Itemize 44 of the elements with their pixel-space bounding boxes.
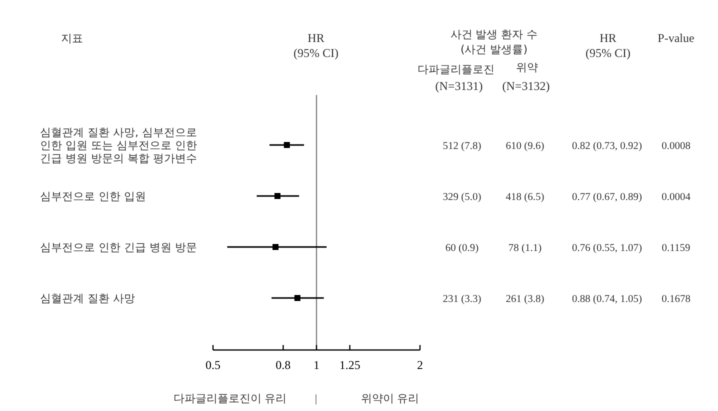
x-tick-label: 1	[314, 358, 320, 372]
text: 60 (0.9)	[445, 243, 480, 254]
data-label: 0.76 (0.55, 1.07)	[572, 243, 642, 254]
point	[294, 295, 300, 301]
x-tick-label: 0.5	[206, 358, 220, 372]
text: 위약	[516, 61, 538, 74]
text: (사건 발생률)	[460, 43, 528, 56]
text: 다파글리플로진이 유리	[173, 392, 287, 405]
point	[284, 142, 290, 148]
text: 0.0008	[662, 141, 690, 152]
text: (N=3132)	[502, 79, 550, 93]
text: HR	[308, 31, 324, 45]
text: 78 (1.1)	[508, 243, 542, 254]
text: 610 (9.6)	[506, 141, 545, 152]
text: 0.1678	[662, 294, 690, 305]
y-tick-label: 심혈관계 질환 사망	[40, 292, 135, 305]
y-tick-label: 심혈관계 질환 사망, 심부전으로 인한 입원 또는 심부전으로 인한 긴급 병원 방문의 복합 평가변수	[40, 126, 197, 165]
x-tick-label: 0.8	[276, 358, 291, 372]
text: 512 (7.8)	[442, 141, 482, 152]
y-tick-label: 심부전으로 인한 긴급 병원 방문	[40, 241, 197, 254]
data-label: 0.77 (0.67, 0.89)	[572, 192, 642, 203]
data-label: 0.88 (0.74, 1.05)	[572, 294, 642, 305]
y-tick-label: 심부전으로 인한 입원	[40, 190, 146, 203]
data-label: 0.82 (0.73, 0.92)	[572, 141, 642, 152]
point	[274, 193, 280, 199]
text: 261 (3.8)	[506, 294, 545, 305]
y-axis-title: 지표	[61, 32, 83, 45]
text: (95% CI)	[586, 46, 630, 60]
x-tick-label: 2	[417, 358, 423, 372]
text: P-value	[658, 31, 694, 45]
text: 231 (3.3)	[442, 294, 482, 305]
text: 0.0004	[662, 192, 692, 203]
text: 329 (5.0)	[442, 192, 482, 203]
text: 다파글리플로진	[418, 63, 494, 76]
x-tick-label: 1.25	[339, 358, 360, 372]
text: HR	[600, 31, 616, 45]
point	[272, 244, 279, 250]
text: 0.1159	[662, 243, 690, 254]
text: (95% CI)	[294, 46, 338, 60]
text: |	[314, 393, 318, 405]
text: 위약이 유리	[360, 392, 420, 405]
text: 418 (6.5)	[506, 192, 545, 203]
text: 사건 발생 환자 수	[450, 28, 538, 41]
text: (N=3131)	[435, 79, 483, 93]
